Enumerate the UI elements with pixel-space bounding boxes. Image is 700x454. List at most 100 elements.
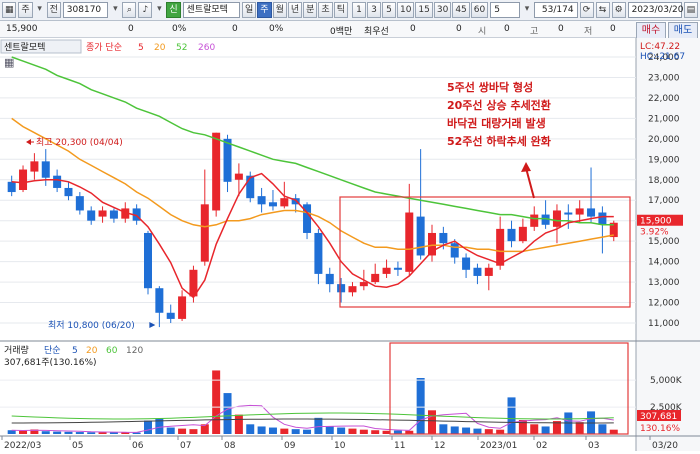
search-icon[interactable]: ⌕ (122, 2, 137, 18)
calendar-icon[interactable]: ▤ (683, 2, 698, 18)
candle-body (212, 132, 221, 211)
ma-legend-item: 52 (176, 43, 187, 53)
candle-body (246, 175, 255, 199)
volume-bar (41, 431, 50, 434)
volume-current: 307,681주(130.16%) (4, 357, 97, 368)
sound-dropdown-icon[interactable]: ▾ (157, 4, 162, 14)
volume-bar (575, 422, 584, 434)
y-tick-label: 23,000 (648, 73, 680, 83)
tag-badge: 신 (166, 2, 181, 18)
ma-legend: 5 20 52 260 (138, 43, 215, 53)
x-axis-label: 09 (284, 441, 296, 451)
buy-button[interactable]: 매수 (636, 22, 666, 39)
code-input[interactable]: 308170 (62, 2, 109, 18)
candle-body (371, 273, 380, 283)
period-tab-월[interactable]: 월 (272, 2, 287, 18)
type-select[interactable]: 주 (18, 2, 33, 18)
quote-amount: 0백만 (330, 27, 353, 37)
x-axis-label: 06 (132, 441, 144, 451)
lc-label: LC:47.22 (640, 42, 680, 52)
grid-toggle-icon[interactable]: ▦ (4, 56, 14, 69)
y-tick-label: 13,000 (648, 278, 680, 288)
x-axis-label: 12 (434, 441, 445, 451)
candle-body (518, 226, 527, 242)
candle-body (325, 273, 334, 285)
date-input[interactable]: 2023/03/20 (627, 2, 683, 18)
volume-bar (246, 424, 255, 434)
interval-tab-45[interactable]: 45 (452, 2, 470, 18)
code-dropdown-icon[interactable]: ▾ (113, 4, 118, 14)
quote-price: 15,900 (6, 24, 38, 34)
transfer-icon[interactable]: ⇆ (595, 2, 610, 18)
candlestick-chart[interactable]: 24,000 23,000 22,000 21,000 20,000 19,000 18,0… (0, 38, 700, 451)
interval-tab-60[interactable]: 60 (470, 2, 489, 18)
x-axis-label: 11 (394, 441, 405, 451)
sound-icon[interactable]: ♪ (138, 2, 153, 18)
volume-bar (291, 429, 300, 434)
candle-body (393, 267, 402, 270)
volume-ma-legend: 5 20 60 120 (72, 346, 143, 356)
high-annotation: 최고 20,300 (04/04) (36, 137, 123, 148)
y-tick-label: 14,000 (648, 258, 680, 268)
quote-high-value: 0 (558, 24, 564, 34)
moving-averages (11, 56, 614, 299)
hc-label: HC:-21.67 (640, 52, 685, 62)
candle-body (496, 228, 505, 266)
candle-body (7, 181, 16, 193)
candle-body (19, 169, 28, 190)
y-tick-label: 20,000 (648, 135, 680, 145)
volume-bar (371, 430, 380, 434)
settings-icon[interactable]: ⚙ (611, 2, 626, 18)
volume-bar (98, 432, 107, 434)
y-tick-label: 12,000 (648, 299, 680, 309)
refresh-icon[interactable]: ⟳ (579, 2, 594, 18)
count-input[interactable]: 5 (490, 2, 520, 18)
x-axis-label: 2023/01 (480, 441, 517, 451)
volume-bar (325, 426, 334, 434)
volume-bar (64, 431, 73, 434)
x-axis-labels: 2022/03 05 06 07 08 09 10 11 12 2023/01 02 03 03/20 (1, 436, 678, 451)
candle-body (223, 138, 232, 182)
candle-body (303, 204, 312, 233)
candle-body (314, 232, 323, 274)
annotation-line: 52주선 하락추세 완화 (447, 134, 551, 148)
period-tab-초[interactable]: 초 (318, 2, 333, 18)
chevron-down-icon[interactable]: ▾ (37, 4, 42, 14)
interval-tabs: 1 3 5 10 15 30 45 60 (351, 2, 489, 18)
candle-body (552, 210, 561, 227)
interval-tab-5[interactable]: 5 (381, 2, 396, 18)
period-tab-년[interactable]: 년 (287, 2, 303, 18)
volume-bar (200, 424, 209, 434)
count-dropdown-icon[interactable]: ▾ (524, 4, 530, 14)
interval-tab-3[interactable]: 3 (366, 2, 381, 18)
candle-body (189, 269, 198, 297)
volume-bar (416, 378, 425, 434)
sell-button[interactable]: 매도 (668, 22, 698, 39)
quote-low-label: 저 (584, 27, 593, 37)
y-axis-panel (636, 38, 700, 451)
interval-tab-15[interactable]: 15 (415, 2, 433, 18)
grid-icon[interactable]: ▦ (2, 2, 17, 18)
volume-bar (348, 428, 357, 434)
volume-bar (507, 397, 516, 434)
volume-bars (7, 370, 618, 434)
period-tab-주[interactable]: 주 (257, 2, 272, 18)
quote-value-4: 0 (456, 24, 462, 34)
period-tab-틱[interactable]: 틱 (333, 2, 348, 18)
interval-tab-30[interactable]: 30 (433, 2, 452, 18)
interval-tab-10[interactable]: 10 (396, 2, 415, 18)
interval-tab-1[interactable]: 1 (351, 2, 366, 18)
quote-open-label: 시 (478, 27, 487, 37)
volume-bar (87, 432, 96, 434)
x-axis-label: 07 (180, 441, 191, 451)
period-tab-일[interactable]: 일 (242, 2, 257, 18)
volume-value-label: 307,681 (640, 412, 677, 422)
volume-bar (166, 427, 175, 434)
period-tab-분[interactable]: 분 (303, 2, 318, 18)
candle-body (178, 296, 187, 319)
candle-body (428, 232, 436, 256)
quote-value-3: 0 (410, 24, 416, 34)
volume-bar (530, 424, 539, 434)
annotation-arrow (525, 167, 535, 199)
